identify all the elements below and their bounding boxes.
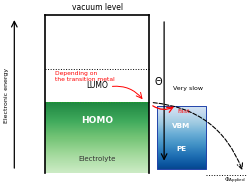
Text: $\Phi_\mathrm{Applied}$: $\Phi_\mathrm{Applied}$ <box>224 176 246 186</box>
Text: Θ: Θ <box>154 77 162 87</box>
Text: Electronic energy: Electronic energy <box>4 67 9 122</box>
Text: Very slow: Very slow <box>173 86 203 91</box>
Text: Fast: Fast <box>178 108 190 114</box>
Text: PE: PE <box>176 146 187 152</box>
Text: Depending on
the transition metal: Depending on the transition metal <box>55 71 115 82</box>
Text: vacuum level: vacuum level <box>72 3 123 12</box>
Text: LUMO: LUMO <box>86 81 108 90</box>
Text: VBM: VBM <box>172 123 190 129</box>
Text: HOMO: HOMO <box>81 116 113 125</box>
Text: Electrolyte: Electrolyte <box>79 156 116 162</box>
